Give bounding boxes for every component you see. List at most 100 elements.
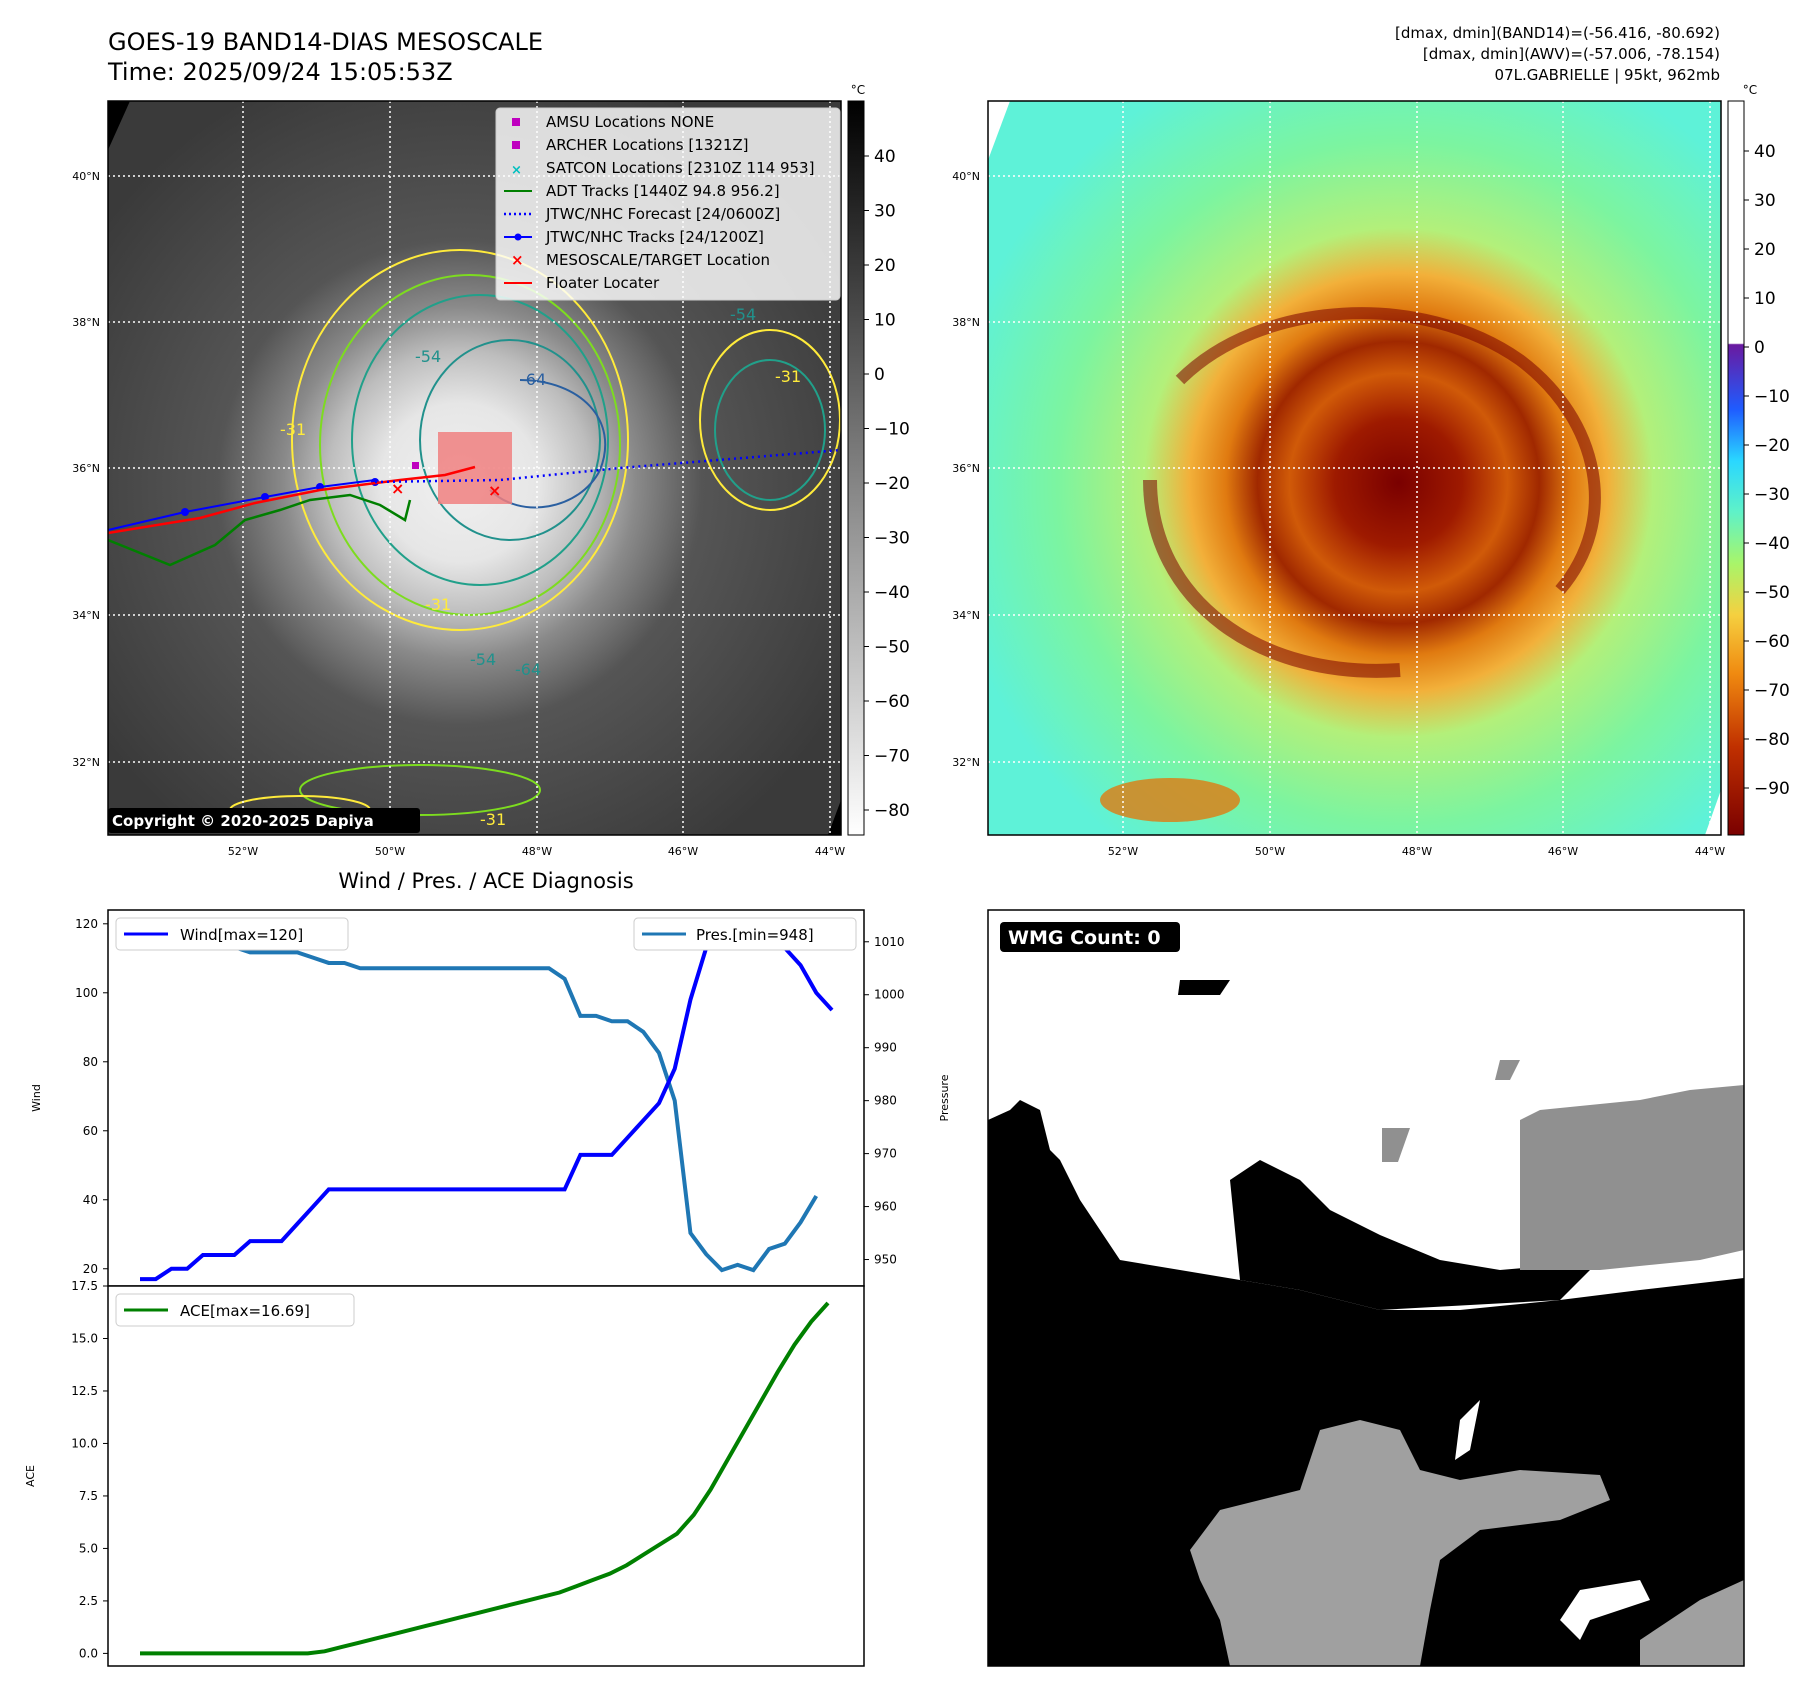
legend-item-target: MESOSCALE/TARGET Location (546, 251, 770, 269)
diagnosis-title: Wind / Pres. / ACE Diagnosis (338, 869, 633, 893)
pressure-tick: 970 (874, 1147, 897, 1161)
legend-item-tracks: JTWC/NHC Tracks [24/1200Z] (545, 228, 764, 246)
ace-legend: ACE[max=16.69] (115, 1293, 355, 1327)
colorbar-tick: −60 (874, 692, 910, 712)
wind-legend: Wind[max=120] (115, 917, 349, 951)
wind-tick: 100 (75, 986, 98, 1000)
copyright-text: Copyright © 2020-2025 Dapiya (112, 812, 374, 830)
ace-tick: 5.0 (79, 1541, 98, 1555)
colorbar-tick: 30 (874, 202, 896, 222)
contour-label: -64 (520, 370, 546, 389)
figure-time: Time: 2025/09/24 15:05:53Z (107, 58, 453, 86)
ace-tick: 15.0 (71, 1331, 98, 1345)
lon-tick: 46°W (668, 845, 698, 858)
colorbar-tick: −80 (874, 801, 910, 821)
map2-lat-ticks: 40°N 38°N 36°N 34°N 32°N (952, 170, 980, 769)
pressure-tick: 980 (874, 1094, 897, 1108)
colorbar-tick: −20 (1754, 436, 1790, 456)
svg-text:×: × (488, 481, 501, 500)
lat-tick: 36°N (72, 462, 100, 475)
colorbar-tick: 40 (874, 147, 896, 167)
ace-axis-label: ACE (24, 1465, 37, 1487)
lon-tick: 46°W (1548, 845, 1578, 858)
pressure-line (140, 929, 818, 1273)
contour-label: -64 (515, 660, 541, 679)
legend-item-amsu: AMSU Locations NONE (546, 113, 714, 131)
ace-tick: 2.5 (79, 1594, 98, 1608)
colorbar-tick: −50 (1754, 583, 1790, 603)
pressure-tick: 950 (874, 1253, 897, 1267)
legend-item-satcon: SATCON Locations [2310Z 114 953] (546, 159, 814, 177)
pressure-legend: Pres.[min=948] (633, 917, 857, 951)
ir-color-map (988, 101, 1721, 835)
lat-tick: 40°N (952, 170, 980, 183)
lat-tick: 32°N (72, 756, 100, 769)
colorbar-tick: −80 (1754, 730, 1790, 750)
colorbar-tick: 40 (1754, 142, 1776, 162)
storm-info: 07L.GABRIELLE | 95kt, 962mb (1495, 66, 1720, 84)
lon-tick: 48°W (1402, 845, 1432, 858)
wind-pressure-chart: 20 40 60 80 100 120 950 960 970 980 990 1000 1010 Wi… (30, 909, 951, 1287)
pressure-tick: 1000 (874, 988, 905, 1002)
lat-tick: 40°N (72, 170, 100, 183)
legend-marker-archer (512, 141, 520, 149)
band14-range: [dmax, dmin](BAND14)=(-56.416, -80.692) (1395, 24, 1720, 42)
contour-label: -31 (425, 595, 451, 614)
ace-tick: 17.5 (71, 1279, 98, 1293)
svg-text:×: × (391, 479, 404, 498)
colorbar-tick: 20 (874, 256, 896, 276)
legend-item-forecast: JTWC/NHC Forecast [24/0600Z] (545, 205, 780, 223)
lon-tick: 50°W (375, 845, 405, 858)
lon-tick: 52°W (1108, 845, 1138, 858)
color-colorbar: °C 40 30 20 10 0 −10 −20 −30 −40 −50 −60 −70 −80 −90 (1727, 83, 1790, 836)
awv-range: [dmax, dmin](AWV)=(-57.006, -78.154) (1423, 45, 1720, 63)
pressure-tick: 990 (874, 1041, 897, 1055)
colorbar-tick: −40 (874, 583, 910, 603)
lon-tick: 50°W (1255, 845, 1285, 858)
legend-item-adt: ADT Tracks [1440Z 94.8 956.2] (546, 182, 780, 200)
lat-tick: 32°N (952, 756, 980, 769)
lon-tick: 48°W (522, 845, 552, 858)
ace-line (140, 1301, 830, 1656)
lon-tick: 44°W (815, 845, 845, 858)
lon-tick: 52°W (228, 845, 258, 858)
contour-label: -31 (280, 420, 306, 439)
copyright-badge (108, 808, 420, 833)
colorbar-tick: −60 (1754, 632, 1790, 652)
map1-lat-ticks: 40°N 38°N 36°N 34°N 32°N (72, 170, 100, 769)
lat-tick: 38°N (952, 316, 980, 329)
map-legend: AMSU Locations NONE ARCHER Locations [13… (495, 107, 841, 301)
wind-tick: 120 (75, 917, 98, 931)
legend-item-archer: ARCHER Locations [1321Z] (546, 136, 749, 154)
ace-legend-label: ACE[max=16.69] (180, 1302, 310, 1320)
contour-label: -54 (470, 650, 496, 669)
legend-marker-satcon: × (511, 163, 522, 178)
legend-item-floater: Floater Locater (546, 274, 660, 292)
wind-legend-label: Wind[max=120] (180, 926, 303, 944)
colorbar-tick: 0 (1754, 338, 1765, 358)
contour-label: -31 (480, 810, 506, 829)
lon-tick: 44°W (1695, 845, 1725, 858)
ace-tick: 12.5 (71, 1384, 98, 1398)
lat-tick: 38°N (72, 316, 100, 329)
colorbar-tick: 30 (1754, 191, 1776, 211)
colorbar-tick: 0 (874, 365, 885, 385)
lat-tick: 34°N (72, 609, 100, 622)
figure-title: GOES-19 BAND14-DIAS MESOSCALE (108, 28, 543, 56)
pressure-tick: 960 (874, 1200, 897, 1214)
colorbar-tick: −90 (1754, 779, 1790, 799)
colorbar-tick: −40 (1754, 534, 1790, 554)
wmg-count: WMG Count: 0 (1008, 927, 1161, 949)
lat-tick: 36°N (952, 462, 980, 475)
ace-tick: 7.5 (79, 1489, 98, 1503)
contour-label: -54 (730, 305, 756, 324)
colorbar-tick: −20 (874, 474, 910, 494)
colorbar-tick: −50 (874, 638, 910, 658)
wmg-badge (1000, 922, 1180, 952)
contour-label: -54 (415, 347, 441, 366)
legend-marker-amsu (512, 118, 520, 126)
wind-tick: 40 (83, 1193, 98, 1207)
pressure-axis-label: Pressure (938, 1074, 951, 1121)
ace-tick: 0.0 (79, 1646, 98, 1660)
